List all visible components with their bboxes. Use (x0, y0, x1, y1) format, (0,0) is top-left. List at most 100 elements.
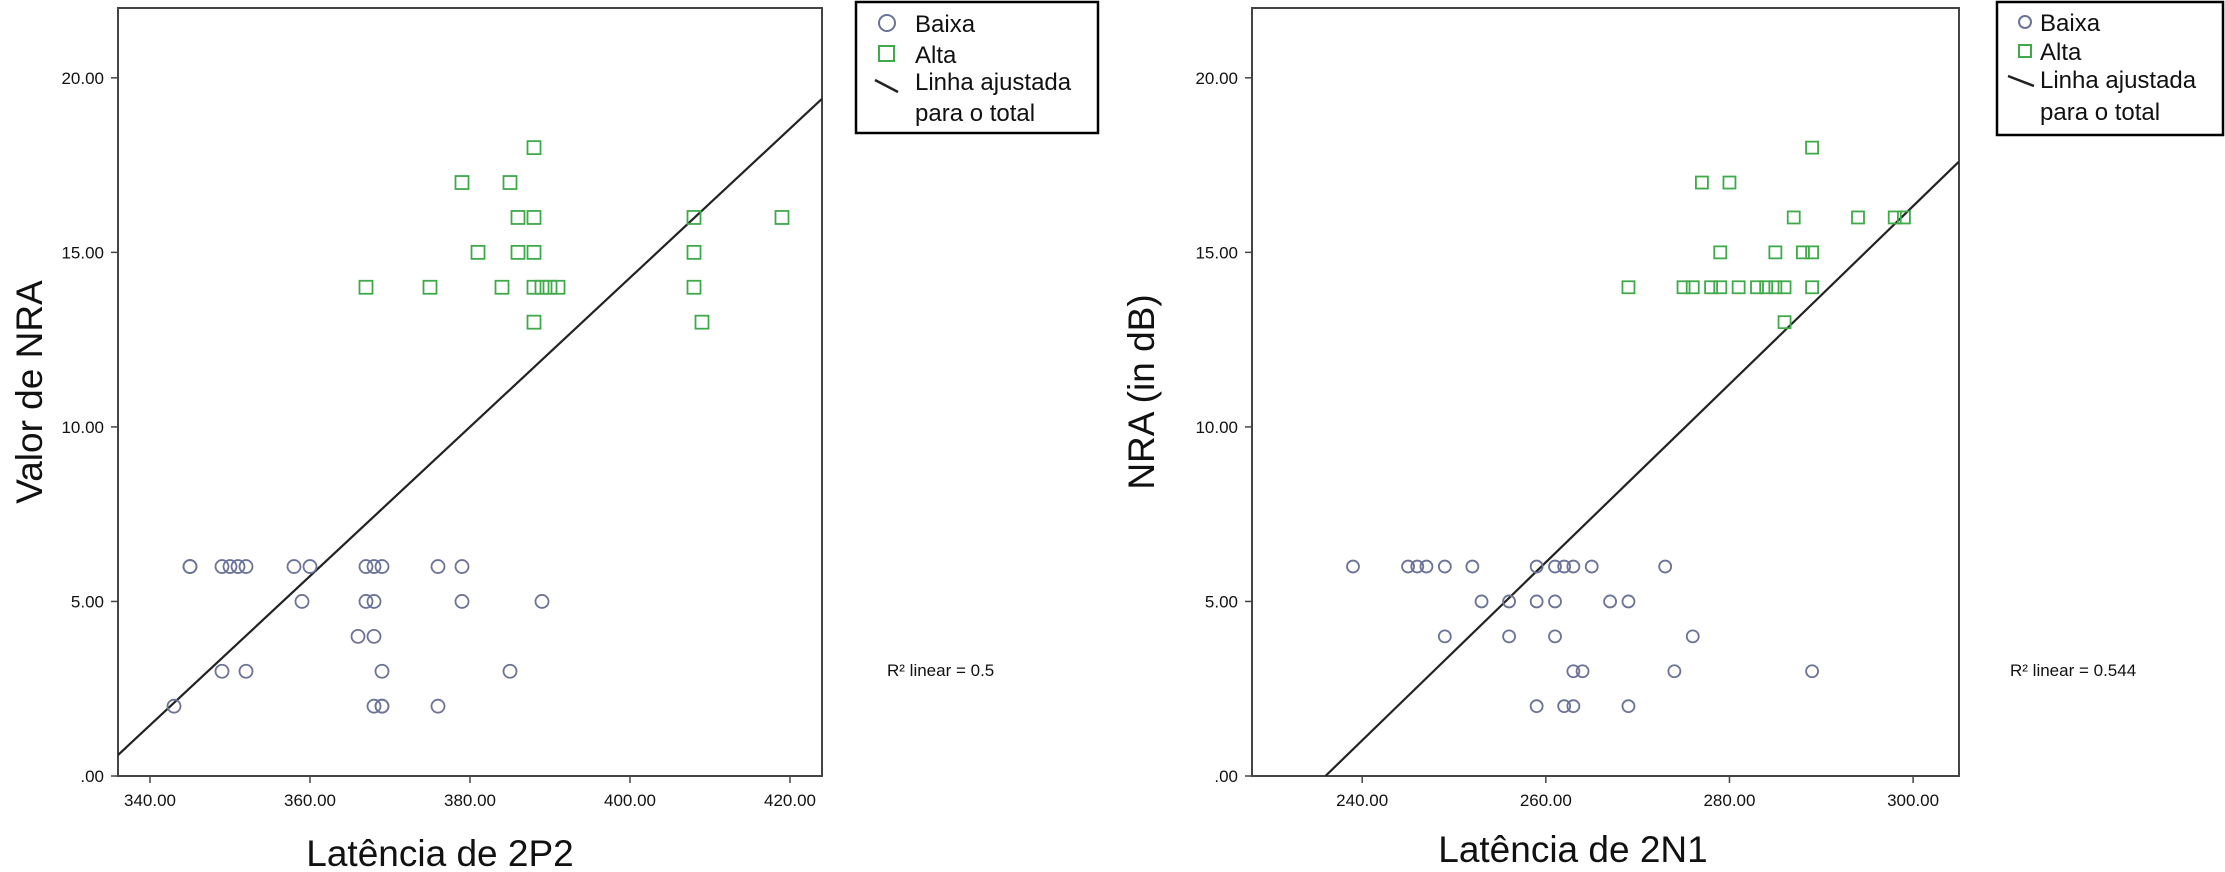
plot-area-frame (117, 7, 823, 777)
point-baixa (1548, 629, 1562, 644)
y-tick-label: 15.00 (1195, 243, 1238, 262)
point-baixa (430, 698, 446, 714)
plot-area-frame (1251, 7, 1960, 777)
point-baixa (1529, 699, 1544, 714)
point-alta (1851, 210, 1865, 225)
point-alta (1621, 280, 1636, 295)
x-tick-label: 420.00 (764, 791, 816, 810)
point-alta (1805, 245, 1819, 260)
point-alta (1805, 280, 1819, 295)
point-baixa (374, 663, 390, 679)
legend-circle-marker (2018, 15, 2032, 29)
point-alta (526, 314, 542, 330)
point-baixa (1419, 559, 1434, 574)
point-alta (1731, 280, 1746, 295)
point-baixa (1401, 559, 1415, 574)
fit-line (1324, 160, 1959, 776)
point-baixa (1548, 594, 1562, 609)
x-axis-title: Latência de 2P2 (306, 833, 573, 872)
point-alta (526, 140, 542, 156)
legend-entry-baixa: Baixa (2040, 10, 2101, 37)
point-alta (1722, 175, 1737, 190)
y-axis-title: NRA (in dB) (1121, 294, 1162, 489)
x-tick-label: 240.00 (1336, 791, 1388, 810)
point-baixa (238, 663, 254, 679)
point-baixa (454, 559, 470, 574)
point-baixa (1529, 594, 1544, 609)
point-alta (1750, 280, 1764, 295)
legend-entry-fit-line-2: para o total (915, 100, 1035, 127)
point-alta (1796, 245, 1810, 260)
point-baixa (1658, 559, 1673, 574)
point-alta (1777, 280, 1792, 295)
point-alta (1786, 210, 1801, 225)
point-alta (1676, 280, 1691, 295)
point-alta (542, 279, 558, 295)
point-baixa (1575, 664, 1590, 679)
chart-panel-latencia-2p2: 340.00 360.00 380.00 400.00 420.00 .00 5.00 10.… (9, 0, 1100, 872)
point-alta (1887, 210, 1902, 225)
y-tick-label: 10.00 (1195, 418, 1238, 437)
point-baixa (182, 559, 198, 574)
legend-entry-fit-line-1: Linha ajustada (915, 69, 1072, 96)
legend-square-marker (2018, 44, 2032, 58)
point-baixa (1465, 559, 1480, 574)
point-baixa (1566, 664, 1581, 679)
point-alta (358, 279, 374, 295)
chart-panel-latencia-2n1: 240.00 260.00 280.00 300.00 .00 5.00 10.00 15.0… (1121, 0, 2225, 870)
point-baixa (366, 559, 382, 574)
point-alta (1695, 175, 1709, 190)
legend: Baixa Alta Linha ajustada para o total (854, 0, 1100, 135)
point-baixa (222, 559, 238, 574)
point-alta (686, 210, 702, 225)
point-alta (1805, 140, 1819, 155)
point-baixa (358, 559, 374, 574)
y-tick-label: 5.00 (71, 592, 104, 611)
point-baixa (214, 559, 230, 574)
point-alta (1685, 280, 1700, 295)
point-baixa (1502, 629, 1516, 644)
point-alta (502, 175, 518, 190)
y-tick-label: 10.00 (61, 418, 104, 437)
point-baixa (454, 594, 470, 609)
y-tick-label: .00 (80, 767, 104, 786)
x-axis-title: Latência de 2N1 (1438, 829, 1707, 870)
x-tick-label: 280.00 (1703, 791, 1755, 810)
point-alta (510, 244, 526, 260)
point-alta (1777, 315, 1792, 330)
y-tick-label: 15.00 (61, 243, 104, 262)
point-baixa (1566, 699, 1581, 714)
legend-entry-fit-line-1: Linha ajustada (2040, 67, 2197, 94)
point-baixa (358, 594, 374, 609)
point-baixa (286, 559, 302, 574)
x-tick-label: 400.00 (604, 791, 656, 810)
point-baixa (294, 594, 310, 609)
legend-fit-line-marker (874, 78, 899, 94)
point-alta (470, 244, 486, 260)
point-baixa (430, 559, 446, 574)
legend-entry-alta: Alta (2040, 39, 2082, 66)
point-baixa (1584, 559, 1599, 574)
point-alta (494, 279, 510, 295)
point-baixa (1557, 559, 1572, 574)
y-tick-label: .00 (1214, 767, 1238, 786)
x-tick-label: 260.00 (1520, 791, 1572, 810)
point-baixa (350, 628, 366, 644)
point-baixa (1557, 699, 1572, 714)
y-tick-label: 5.00 (1205, 592, 1238, 611)
point-baixa (366, 628, 382, 644)
legend: Baixa Alta Linha ajustada para o total (1995, 0, 2225, 137)
point-alta (526, 279, 542, 295)
legend-fit-line-marker (2007, 74, 2035, 88)
point-alta (1713, 245, 1728, 260)
point-alta (1713, 280, 1728, 295)
point-baixa (1346, 559, 1360, 574)
y-tick-label: 20.00 (61, 69, 104, 88)
x-tick-label: 360.00 (284, 791, 336, 810)
legend-square-marker (878, 45, 895, 62)
x-tick-label: 380.00 (444, 791, 496, 810)
point-alta (686, 279, 702, 295)
point-baixa (1437, 559, 1452, 574)
point-alta (1897, 210, 1911, 225)
